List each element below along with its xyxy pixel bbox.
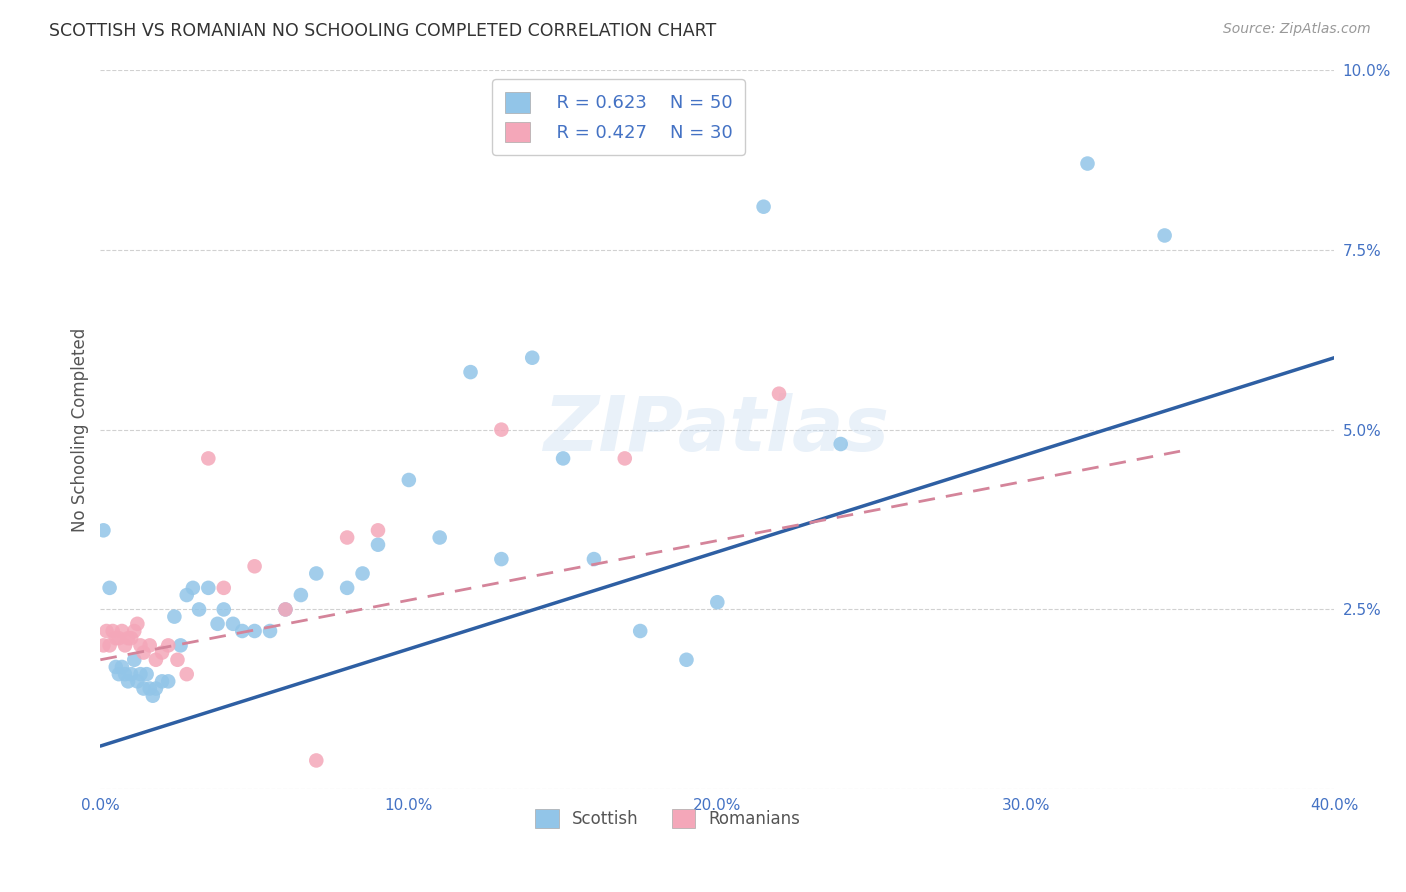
Point xyxy=(132,681,155,696)
Point xyxy=(157,639,180,653)
Point xyxy=(163,609,186,624)
Point xyxy=(96,624,118,638)
Point xyxy=(114,667,136,681)
Point xyxy=(1153,228,1175,243)
Point xyxy=(336,531,359,545)
Point xyxy=(367,524,389,538)
Text: SCOTTISH VS ROMANIAN NO SCHOOLING COMPLETED CORRELATION CHART: SCOTTISH VS ROMANIAN NO SCHOOLING COMPLE… xyxy=(49,22,717,40)
Point xyxy=(98,639,121,653)
Point xyxy=(222,616,245,631)
Point xyxy=(491,423,513,437)
Point xyxy=(114,639,136,653)
Point xyxy=(145,653,167,667)
Point xyxy=(305,754,328,768)
Point xyxy=(93,524,115,538)
Point xyxy=(101,624,124,638)
Point xyxy=(352,566,374,581)
Y-axis label: No Schooling Completed: No Schooling Completed xyxy=(72,327,89,532)
Point xyxy=(138,639,160,653)
Point xyxy=(169,639,191,653)
Point xyxy=(1076,156,1098,170)
Point xyxy=(120,667,142,681)
Point xyxy=(398,473,420,487)
Point xyxy=(104,631,127,645)
Point xyxy=(150,674,173,689)
Point xyxy=(93,639,115,653)
Point xyxy=(176,588,198,602)
Point xyxy=(768,386,790,401)
Point xyxy=(197,581,219,595)
Point xyxy=(117,674,139,689)
Point xyxy=(132,646,155,660)
Point xyxy=(150,646,173,660)
Point xyxy=(613,451,636,466)
Point xyxy=(124,624,146,638)
Point xyxy=(243,559,266,574)
Point xyxy=(212,602,235,616)
Point xyxy=(176,667,198,681)
Point xyxy=(582,552,605,566)
Point xyxy=(120,631,142,645)
Point xyxy=(104,660,127,674)
Legend: Scottish, Romanians: Scottish, Romanians xyxy=(529,802,807,835)
Point xyxy=(108,631,131,645)
Point xyxy=(675,653,697,667)
Point xyxy=(117,631,139,645)
Point xyxy=(181,581,204,595)
Point xyxy=(135,667,157,681)
Point xyxy=(142,689,165,703)
Point xyxy=(522,351,544,365)
Point xyxy=(111,624,134,638)
Point xyxy=(830,437,852,451)
Point xyxy=(259,624,281,638)
Point xyxy=(243,624,266,638)
Point xyxy=(166,653,188,667)
Point xyxy=(460,365,482,379)
Point xyxy=(752,200,775,214)
Point xyxy=(336,581,359,595)
Point xyxy=(367,538,389,552)
Point xyxy=(290,588,312,602)
Text: Source: ZipAtlas.com: Source: ZipAtlas.com xyxy=(1223,22,1371,37)
Point xyxy=(274,602,297,616)
Point xyxy=(628,624,651,638)
Point xyxy=(127,674,149,689)
Point xyxy=(274,602,297,616)
Point xyxy=(706,595,728,609)
Point xyxy=(129,639,152,653)
Point xyxy=(231,624,253,638)
Point xyxy=(127,616,149,631)
Point xyxy=(551,451,574,466)
Point xyxy=(98,581,121,595)
Point xyxy=(305,566,328,581)
Point xyxy=(207,616,229,631)
Point xyxy=(108,667,131,681)
Point xyxy=(188,602,211,616)
Point xyxy=(212,581,235,595)
Point xyxy=(157,674,180,689)
Point xyxy=(138,681,160,696)
Point xyxy=(124,653,146,667)
Point xyxy=(111,660,134,674)
Point xyxy=(145,681,167,696)
Point xyxy=(197,451,219,466)
Point xyxy=(129,667,152,681)
Point xyxy=(491,552,513,566)
Point xyxy=(429,531,451,545)
Text: ZIPatlas: ZIPatlas xyxy=(544,392,890,467)
